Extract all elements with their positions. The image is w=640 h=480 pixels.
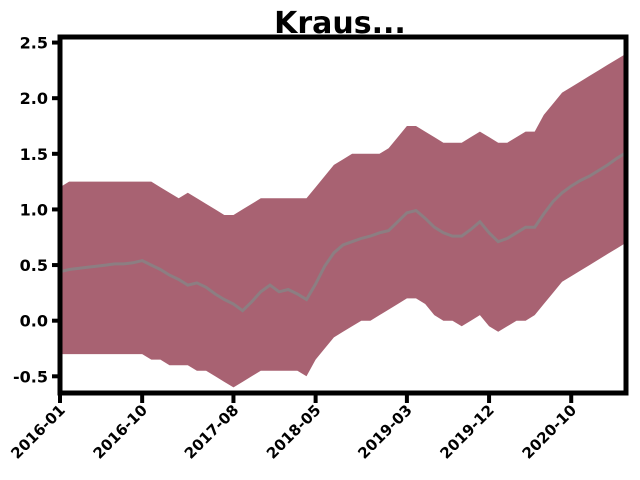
confidence-band xyxy=(60,54,626,388)
x-tick-label: 2016-01 xyxy=(7,401,68,462)
y-tick-label: 2.5 xyxy=(20,34,48,53)
x-tick-label: 2017-08 xyxy=(181,401,242,462)
y-tick-label: -0.5 xyxy=(13,367,48,386)
x-tick-label: 2018-05 xyxy=(263,401,324,462)
x-tick-label: 2019-03 xyxy=(354,401,415,462)
y-tick-label: 0.0 xyxy=(20,312,48,331)
y-tick-label: 0.5 xyxy=(20,256,48,275)
y-tick-label: 2.0 xyxy=(20,89,48,108)
x-tick-label: 2019-12 xyxy=(436,401,497,462)
x-axis: 2016-01 2016-10 2017-08 2018-05 2019-03 2019-… xyxy=(7,393,580,463)
y-tick-label: 1.5 xyxy=(20,145,48,164)
y-axis: -0.5 0.0 0.5 1.0 1.5 2.0 2.5 xyxy=(13,34,60,387)
y-tick-label: 1.0 xyxy=(20,200,48,219)
plot-area xyxy=(60,54,626,388)
x-tick-label: 2020-10 xyxy=(519,401,580,462)
x-tick-label: 2016-10 xyxy=(90,401,151,462)
